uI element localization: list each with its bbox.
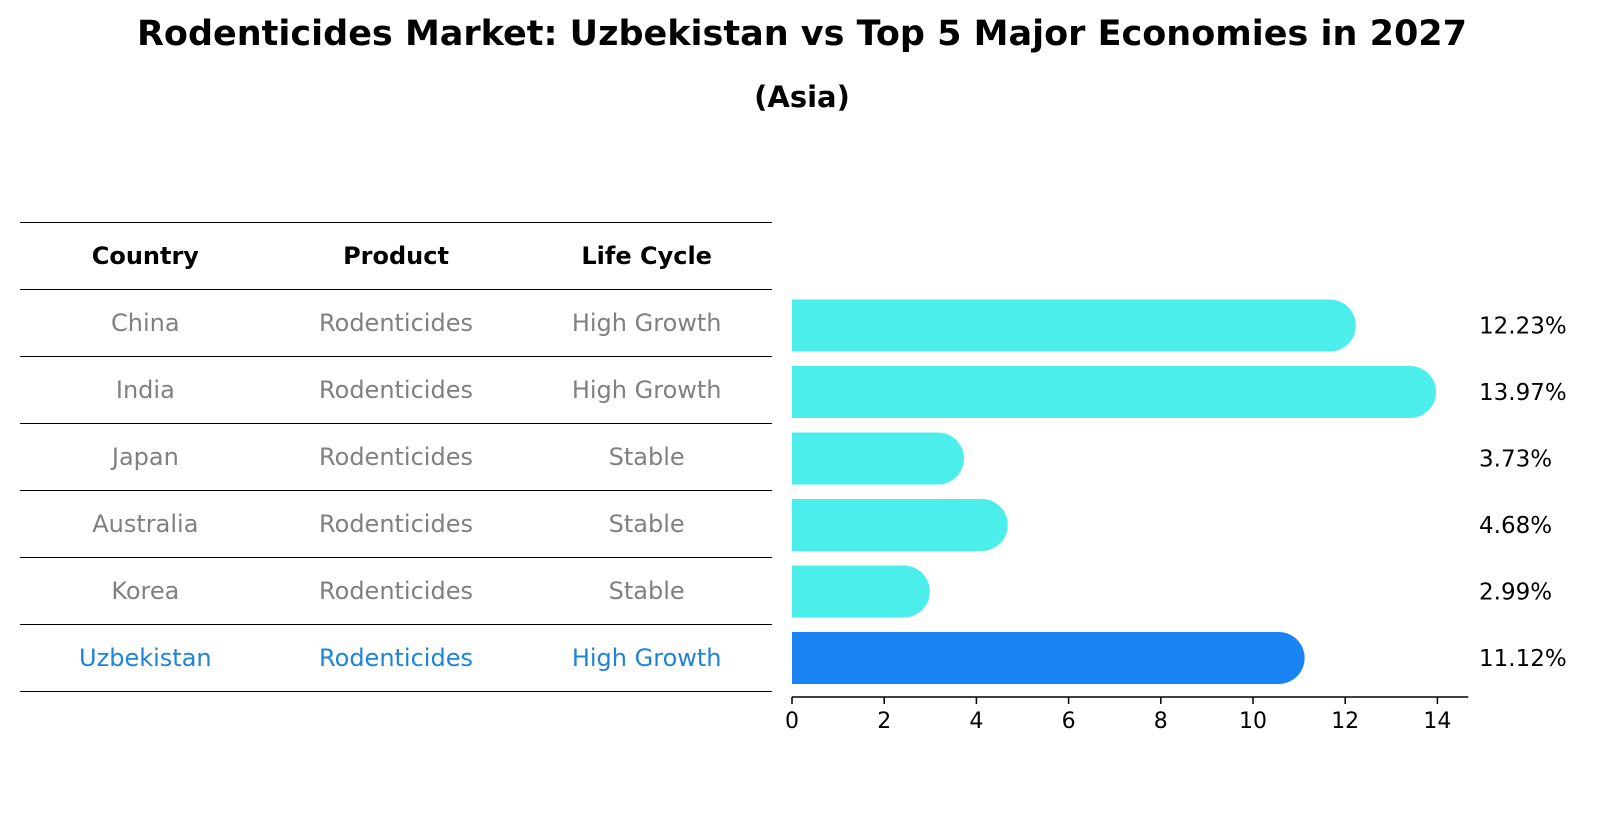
life-cycle-cell: Stable (608, 443, 685, 471)
x-tick-label: 4 (969, 709, 983, 734)
header-country: Country (91, 242, 199, 270)
country-cell: Japan (111, 443, 179, 471)
life-cycle-cell: Stable (608, 577, 685, 605)
x-tick-label: 10 (1239, 709, 1267, 734)
x-tick-label: 6 (1062, 709, 1076, 734)
chart-subtitle: (Asia) (754, 80, 850, 114)
table-row: Japan Rodenticides Stable (20, 423, 772, 490)
value-label: 3.73% (1479, 447, 1552, 473)
header-product: Product (343, 242, 449, 270)
product-cell: Rodenticides (319, 376, 473, 404)
table-row: Korea Rodenticides Stable (20, 557, 772, 624)
value-label: 13.97% (1479, 380, 1567, 406)
header-life-cycle: Life Cycle (581, 242, 712, 270)
product-cell: Rodenticides (319, 309, 473, 337)
table-row-highlight: Uzbekistan Rodenticides High Growth (20, 624, 772, 692)
x-tick-label: 0 (785, 709, 799, 734)
bar (792, 432, 964, 485)
country-cell: Uzbekistan (79, 644, 212, 672)
table-row: China Rodenticides High Growth (20, 289, 772, 356)
bar (792, 299, 1356, 352)
life-cycle-cell: High Growth (571, 644, 722, 672)
value-label: 4.68% (1479, 513, 1552, 539)
life-cycle-cell: Stable (608, 510, 685, 538)
x-tick-label: 14 (1423, 709, 1451, 734)
x-tick-label: 12 (1331, 709, 1359, 734)
life-cycle-cell: High Growth (571, 376, 722, 404)
value-label: 2.99% (1479, 580, 1552, 606)
value-label: 11.12% (1479, 646, 1567, 672)
country-cell: Korea (111, 577, 180, 605)
country-table: Country Product Life Cycle China Rodenti… (20, 222, 772, 692)
bar (792, 499, 1008, 551)
country-cell: China (111, 309, 180, 337)
product-cell: Rodenticides (319, 443, 473, 471)
chart-title: Rodenticides Market: Uzbekistan vs Top 5… (136, 14, 1468, 54)
product-cell: Rodenticides (319, 644, 473, 672)
life-cycle-cell: High Growth (571, 309, 722, 337)
product-cell: Rodenticides (319, 577, 473, 605)
x-tick-label: 2 (877, 709, 891, 734)
table-row: Australia Rodenticides Stable (20, 490, 772, 557)
table-row: India Rodenticides High Growth (20, 356, 772, 423)
value-label: 12.23% (1479, 314, 1567, 340)
table-header-row: Country Product Life Cycle (20, 222, 772, 289)
bar (792, 565, 930, 618)
product-cell: Rodenticides (319, 510, 473, 538)
bar-highlight (792, 632, 1305, 684)
country-cell: Australia (92, 510, 199, 538)
country-cell: India (115, 376, 175, 404)
x-tick-label: 8 (1154, 709, 1168, 734)
bar (792, 366, 1437, 418)
